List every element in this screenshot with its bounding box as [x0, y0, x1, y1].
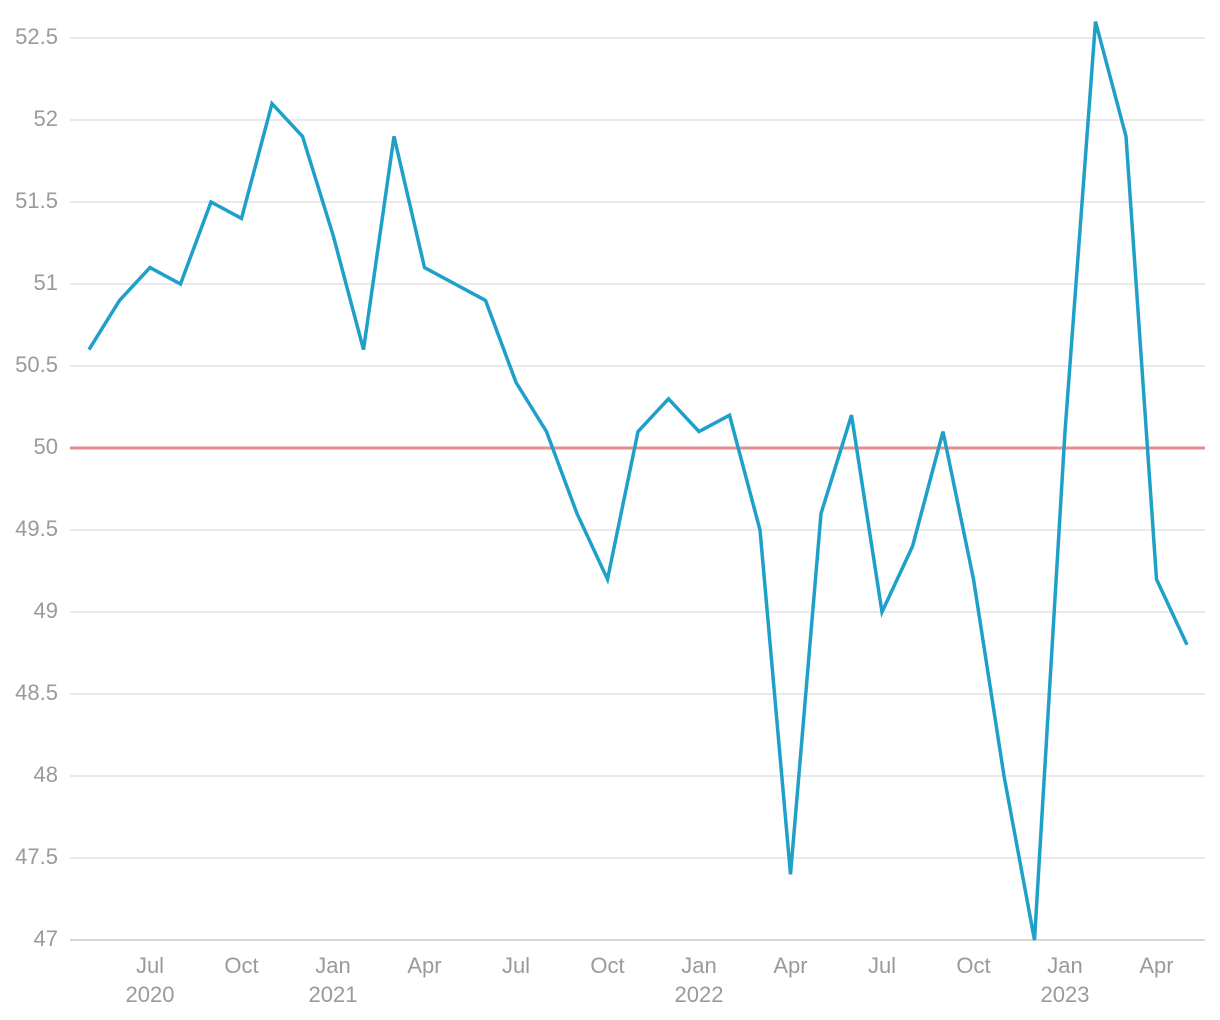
data-line	[87, 21, 1189, 941]
y-tick-label: 48	[34, 762, 58, 787]
x-tick-label: Apr	[773, 953, 807, 978]
x-tick-year: 2022	[675, 982, 724, 1007]
x-tick-label: Jan	[1047, 953, 1082, 978]
x-tick-label: Jan	[315, 953, 350, 978]
y-tick-label: 48.5	[15, 680, 58, 705]
x-tick-label: Jul	[868, 953, 896, 978]
x-tick-year: 2021	[309, 982, 358, 1007]
y-tick-label: 49	[34, 598, 58, 623]
y-tick-label: 51	[34, 270, 58, 295]
x-tick-year: 2020	[126, 982, 175, 1007]
x-tick-label: Oct	[224, 953, 258, 978]
x-tick-label: Jul	[502, 953, 530, 978]
y-tick-label: 47	[34, 926, 58, 951]
x-tick-label: Jul	[136, 953, 164, 978]
x-tick-label: Apr	[1139, 953, 1173, 978]
y-tick-label: 50.5	[15, 352, 58, 377]
y-tick-label: 52	[34, 106, 58, 131]
x-tick-label: Apr	[407, 953, 441, 978]
y-tick-label: 50	[34, 434, 58, 459]
y-tick-label: 52.5	[15, 24, 58, 49]
x-tick-label: Oct	[590, 953, 624, 978]
y-tick-label: 51.5	[15, 188, 58, 213]
x-tick-year: 2023	[1041, 982, 1090, 1007]
x-tick-label: Oct	[956, 953, 990, 978]
x-tick-label: Jan	[681, 953, 716, 978]
y-tick-label: 49.5	[15, 516, 58, 541]
y-tick-label: 47.5	[15, 844, 58, 869]
